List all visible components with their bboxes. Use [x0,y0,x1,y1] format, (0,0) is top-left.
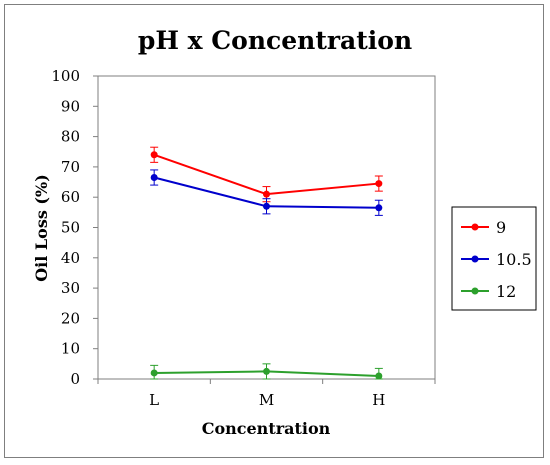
legend-label: 12 [496,282,516,301]
chart-title: pH x Concentration [138,26,412,55]
y-tick-label: 10 [61,340,80,358]
y-tick-label: 100 [51,67,80,85]
legend-label: 9 [496,218,506,237]
x-axis-title: Concentration [202,419,331,438]
y-tick-label: 80 [61,128,80,146]
y-tick-label: 20 [61,309,80,327]
x-tick-label: H [372,391,385,409]
data-point [375,204,383,212]
y-tick-label: 40 [61,249,80,267]
data-point [375,180,383,188]
y-tick-label: 0 [70,370,80,388]
y-tick-label: 30 [61,279,80,297]
data-point [150,151,158,159]
y-axis-ticks: 0 10 20 30 40 50 60 70 80 90 100 [51,67,98,388]
data-point [150,174,158,182]
plot-area [97,75,436,380]
data-point [150,369,158,377]
legend-marker [471,223,479,231]
series-10.5 [150,169,383,216]
data-point [375,372,383,380]
x-tick-label: M [259,391,274,409]
x-tick-label: L [149,391,159,409]
data-point [263,202,270,210]
data-point [263,367,270,375]
series-12 [150,363,383,380]
data-point [263,190,270,198]
legend-label: 10.5 [496,250,532,269]
y-tick-label: 70 [61,158,80,176]
y-tick-label: 60 [61,188,80,206]
y-tick-label: 50 [61,219,80,237]
legend: 9 10.5 12 [451,206,537,311]
legend-marker [471,255,479,263]
legend-marker [471,287,479,295]
series-layer [150,146,383,380]
y-tick-label: 90 [61,97,80,115]
series-9 [150,146,383,203]
y-axis-title: Oil Loss (%) [32,174,51,282]
